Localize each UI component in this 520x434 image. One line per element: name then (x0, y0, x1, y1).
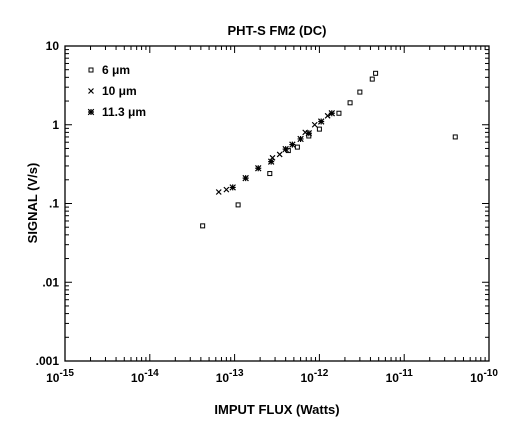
legend-label: 11.3 μm (102, 105, 146, 119)
y-tick-labels: .001 .01 .1 1 10 (36, 39, 60, 368)
data-point (267, 171, 273, 177)
chart-title: PHT-S FM2 (DC) (228, 23, 327, 38)
x-tick-label: 10-10 (470, 368, 498, 385)
data-point (373, 70, 379, 76)
data-point (289, 141, 296, 148)
x-tick-label: 10-12 (300, 368, 328, 385)
x-tick-label: 10-15 (46, 368, 74, 385)
data-point (336, 110, 342, 116)
data-point (369, 76, 375, 82)
legend: 6 μm 10 μm 11.3 μm (87, 63, 146, 119)
legend-marker (88, 67, 94, 73)
legend-label: 10 μm (102, 84, 137, 98)
data-point (276, 151, 283, 158)
data-point (297, 135, 304, 143)
data-point (316, 126, 322, 132)
data-point (452, 134, 458, 140)
x-tick-labels: 10-15 10-14 10-13 10-12 10-11 10-10 (46, 368, 498, 385)
x-tick-label: 10-13 (216, 368, 244, 385)
y-axis-label: SIGNAL (V/s) (25, 163, 40, 244)
y-tick-label: 1 (52, 118, 59, 132)
y-tick-label: .001 (36, 354, 60, 368)
x-tick-label: 10-11 (386, 368, 414, 385)
data-point (317, 118, 325, 125)
axis-ticks (64, 46, 489, 362)
data-point (328, 110, 336, 117)
y-tick-label: .1 (49, 197, 59, 211)
legend-marker (88, 88, 94, 94)
data-point (223, 186, 230, 193)
data-point (242, 174, 249, 182)
data-point (229, 184, 236, 191)
data-point (311, 121, 318, 128)
data-points (200, 70, 458, 229)
data-point (357, 89, 363, 95)
data-point (255, 165, 262, 172)
data-point (282, 145, 289, 153)
data-point (305, 130, 313, 137)
legend-marker (87, 108, 95, 116)
y-tick-label: .01 (42, 275, 59, 289)
data-point (267, 158, 275, 165)
data-point (294, 144, 300, 150)
data-point (200, 223, 206, 229)
data-point (347, 100, 353, 106)
x-axis-label: IMPUT FLUX (Watts) (214, 402, 339, 417)
x-tick-label: 10-14 (131, 368, 159, 385)
data-point (324, 112, 331, 119)
data-point (215, 189, 222, 195)
legend-label: 6 μm (102, 63, 130, 77)
data-point (235, 202, 241, 208)
y-tick-label: 10 (46, 39, 60, 53)
